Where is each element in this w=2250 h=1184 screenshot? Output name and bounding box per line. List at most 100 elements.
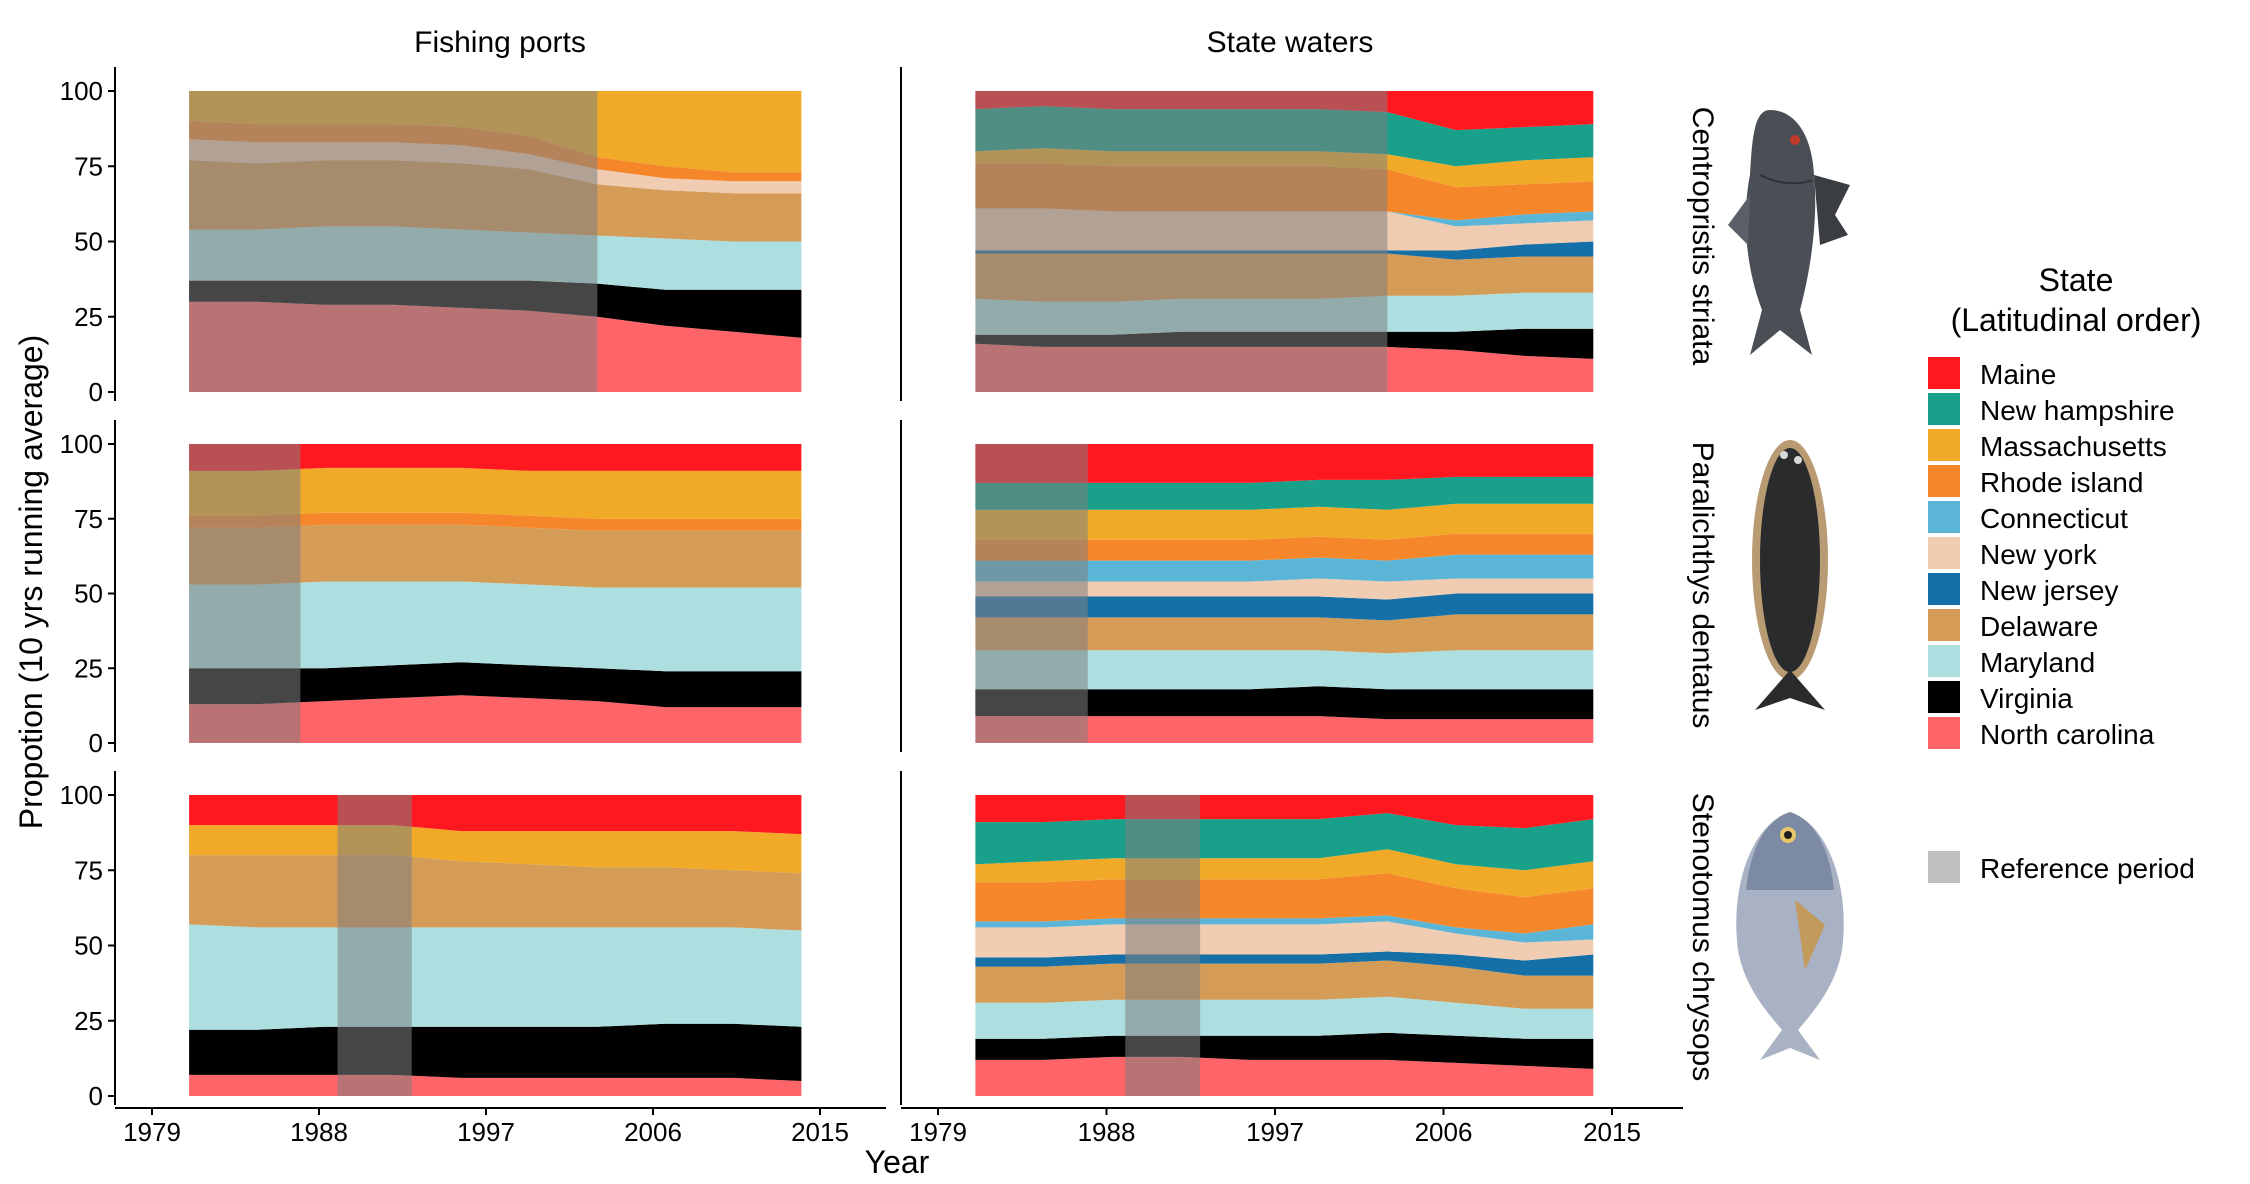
legend-label-delaware: Delaware: [1980, 611, 2098, 642]
legend-swatch-virginia: [1928, 681, 1960, 713]
y-tick-label: 75: [74, 504, 103, 534]
legend-label-new-york: New york: [1980, 539, 2098, 570]
legend-swatch-north-carolina: [1928, 717, 1960, 749]
x-tick-label: 1979: [123, 1117, 181, 1147]
area-maryland: [189, 924, 802, 1030]
area-north-carolina: [189, 1074, 802, 1096]
area-maryland: [189, 581, 802, 672]
y-tick-label: 25: [74, 653, 103, 683]
area-virginia: [189, 1023, 802, 1081]
area-connecticut: [975, 208, 1594, 227]
legend-title-line1: State: [2039, 262, 2114, 298]
y-tick-label: 100: [60, 76, 103, 106]
reference-period-band: [975, 444, 1088, 743]
y-tick-label: 0: [89, 728, 103, 758]
legend-label-north-carolina: North carolina: [1980, 719, 2155, 750]
column-title-fishing-ports: Fishing ports: [414, 26, 586, 59]
area-maine: [975, 444, 1594, 483]
area-rhode-island: [189, 512, 802, 531]
x-axes: 1979 1988 1997 2006 2015 1979 1988 1997 2006 2015: [115, 1107, 1683, 1147]
area-connecticut: [975, 554, 1594, 582]
legend-swatch-maine: [1928, 357, 1960, 389]
legend-swatch-new-jersey: [1928, 573, 1960, 605]
legend: State (Latitudinal order) Maine New hamps…: [1928, 262, 2201, 884]
y-tick-label: 100: [60, 429, 103, 459]
y-tick-label: 50: [74, 579, 103, 609]
x-axis-title: Year: [865, 1144, 930, 1180]
y-tick-label: 0: [89, 1081, 103, 1111]
area-delaware: [975, 614, 1594, 654]
legend-swatch-rhode-island: [1928, 465, 1960, 497]
legend-swatch-massachusetts: [1928, 429, 1960, 461]
area-rhode-island: [975, 533, 1594, 561]
x-tick-label: 2006: [1415, 1117, 1473, 1147]
panel-paralichthys-dentatus-state-waters: [900, 420, 1594, 752]
panel-paralichthys-dentatus-fishing-ports: 0 25 50 75 100: [60, 420, 802, 758]
x-tick-label: 2015: [791, 1117, 849, 1147]
x-tick-label: 2006: [624, 1117, 682, 1147]
panel-grid: 0 25 50 75 100 0 25 50 75 100 0 25 50 75 100: [60, 67, 1594, 1111]
legend-swatch-connecticut: [1928, 501, 1960, 533]
area-massachusetts: [975, 503, 1594, 540]
scup-illustration: [1736, 812, 1844, 1060]
reference-period-band: [975, 91, 1388, 392]
area-north-carolina: [975, 716, 1594, 743]
area-delaware: [189, 524, 802, 588]
legend-swatch-new-hampshire: [1928, 393, 1960, 425]
legend-items: Maine New hampshire Massachusetts Rhode isl…: [1928, 357, 2175, 750]
area-virginia: [189, 662, 802, 708]
legend-swatch-reference-period: [1928, 851, 1960, 883]
area-new-york: [975, 578, 1594, 600]
reference-period-band: [189, 444, 301, 743]
x-tick-label: 1997: [1246, 1117, 1304, 1147]
area-maryland: [975, 650, 1594, 690]
y-tick-label: 100: [60, 780, 103, 810]
x-tick-label: 1997: [457, 1117, 515, 1147]
panel-stenotomus-chrysops-state-waters: [900, 771, 1594, 1105]
row-title-paralichthys-dentatus: Paralichthys dentatus: [1686, 442, 1719, 729]
legend-label-virginia: Virginia: [1980, 683, 2073, 714]
y-tick-label: 25: [74, 302, 103, 332]
area-new-hampshire: [975, 476, 1594, 510]
area-north-carolina: [189, 695, 802, 743]
x-tick-label: 1988: [1078, 1117, 1136, 1147]
legend-title-line2: (Latitudinal order): [1951, 302, 2202, 338]
reference-period-band: [1125, 795, 1201, 1096]
legend-label-maryland: Maryland: [1980, 647, 2095, 678]
legend-swatch-delaware: [1928, 609, 1960, 641]
x-tick-label: 1979: [909, 1117, 967, 1147]
x-tick-label: 1988: [290, 1117, 348, 1147]
panel-centropristis-striata-state-waters: [900, 67, 1594, 401]
black-sea-bass-illustration: [1728, 110, 1850, 355]
summer-flounder-illustration: [1752, 440, 1828, 710]
reference-period-band: [337, 795, 412, 1096]
panel-centropristis-striata-fishing-ports: 0 25 50 75 100: [60, 67, 802, 407]
reference-period-band: [189, 91, 598, 392]
area-new-jersey: [975, 593, 1594, 621]
legend-label-massachusetts: Massachusetts: [1980, 431, 2167, 462]
legend-label-rhode-island: Rhode island: [1980, 467, 2143, 498]
legend-label-reference-period: Reference period: [1980, 853, 2195, 884]
x-tick-label: 2015: [1583, 1117, 1641, 1147]
y-tick-label: 75: [74, 855, 103, 885]
y-tick-label: 0: [89, 377, 103, 407]
area-maine: [189, 444, 802, 471]
y-tick-label: 50: [74, 227, 103, 257]
panel-stenotomus-chrysops-fishing-ports: 0 25 50 75 100: [60, 771, 802, 1111]
area-massachusetts: [189, 467, 802, 519]
legend-swatch-new-york: [1928, 537, 1960, 569]
y-tick-label: 75: [74, 151, 103, 181]
y-axis-title: Propotion (10 yrs running average): [13, 335, 49, 830]
legend-label-new-hampshire: New hampshire: [1980, 395, 2175, 426]
row-title-stenotomus-chrysops: Stenotomus chrysops: [1686, 793, 1719, 1081]
row-title-centropristis-striata: Centropristis striata: [1686, 107, 1719, 366]
legend-swatch-maryland: [1928, 645, 1960, 677]
y-tick-label: 50: [74, 931, 103, 961]
legend-label-connecticut: Connecticut: [1980, 503, 2128, 534]
y-tick-label: 25: [74, 1006, 103, 1036]
legend-label-new-jersey: New jersey: [1980, 575, 2118, 606]
area-virginia: [975, 686, 1594, 720]
column-title-state-waters: State waters: [1207, 26, 1374, 59]
legend-label-maine: Maine: [1980, 359, 2056, 390]
